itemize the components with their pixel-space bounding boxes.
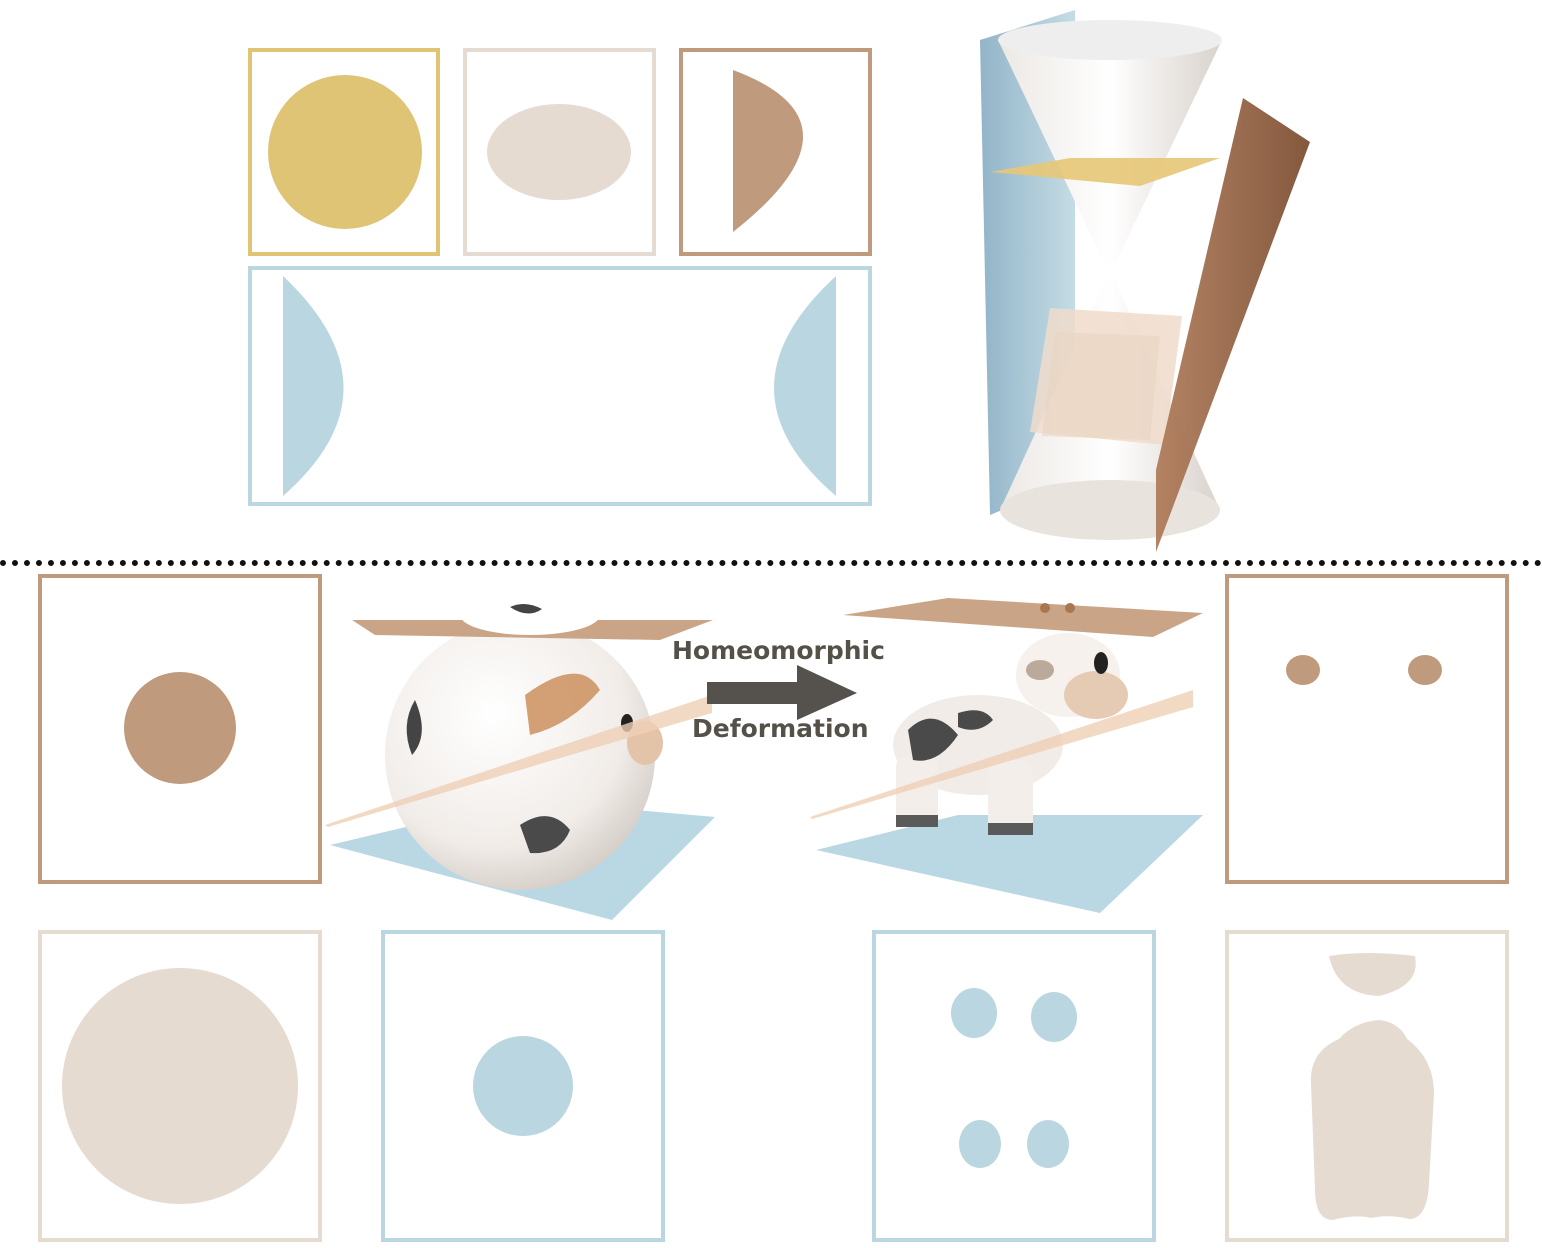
target-brown-section-panel (1225, 574, 1509, 884)
arrow-label-bottom: Deformation (692, 714, 869, 743)
brown-section-panel (679, 48, 872, 256)
yellow-circle-section (268, 75, 422, 229)
top-brown-plane (352, 595, 713, 640)
source-blue-section-panel (381, 930, 665, 1242)
source-brown-section-panel (38, 574, 322, 884)
yellow-section-panel (248, 48, 440, 256)
source-blue-circle-section (473, 1036, 573, 1136)
beige-ellipse-section (487, 104, 631, 200)
yellow-horizontal-plane (990, 158, 1220, 186)
source-beige-circle-section (62, 968, 298, 1204)
brown-parabola-section (733, 70, 803, 232)
cow-sphere (385, 620, 663, 890)
cow-model (893, 633, 1128, 835)
arrow-label-top: Homeomorphic (672, 636, 885, 665)
target-beige-body-section (1310, 953, 1434, 1220)
target-brown-two-ellipses-section (1286, 655, 1442, 685)
source-beige-section-panel (38, 930, 322, 1242)
blue-section-panel (248, 266, 872, 506)
section-divider (0, 560, 1542, 566)
beige-section-panel (463, 48, 656, 256)
arrow-icon (707, 665, 857, 720)
blue-ground-plane-cow (816, 815, 1203, 913)
sphere-cow-scene (325, 595, 715, 920)
brown-oblique-plane (1156, 98, 1310, 552)
source-brown-circle-section (124, 672, 236, 784)
tilted-beige-plane-cow (810, 690, 1193, 819)
target-blue-section-panel (872, 930, 1156, 1242)
top-brown-plane-cow (843, 598, 1203, 637)
beige-tilted-plane (1030, 308, 1182, 445)
double-cone-scene (980, 10, 1310, 552)
tilted-beige-plane (325, 695, 712, 827)
deformation-arrow (707, 665, 857, 720)
target-beige-section-panel (1225, 930, 1509, 1242)
upper-cone (998, 20, 1222, 275)
blue-hyperbola-section (283, 276, 836, 496)
target-blue-four-ellipses-section (951, 988, 1077, 1168)
cow-scene (810, 598, 1203, 913)
